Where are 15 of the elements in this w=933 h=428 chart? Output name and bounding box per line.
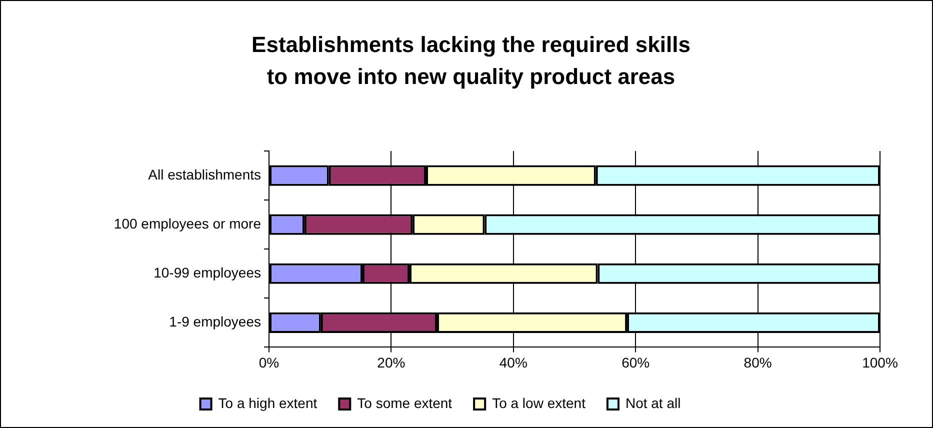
x-tick-label: 100%: [862, 354, 898, 370]
x-tick-label: 40%: [499, 354, 528, 370]
x-tick-label: 60%: [622, 354, 650, 370]
x-tick-label: 80%: [744, 354, 772, 370]
legend-label: Not at all: [625, 394, 681, 411]
legend-label: To some extent: [357, 394, 452, 411]
y-tick-label: 1-9 employees: [169, 314, 261, 330]
y-tick-label: All establishments: [148, 166, 261, 182]
legend-label: To a low extent: [492, 394, 586, 411]
y-tick-label: 10-99 employees: [154, 264, 261, 280]
y-tick-label: 100 employees or more: [114, 215, 262, 232]
x-tick-label: 0%: [258, 354, 280, 370]
x-tick-label: 20%: [377, 354, 406, 370]
legend-label: To a high extent: [218, 394, 318, 411]
chart-title: Establishments lacking the required skills to move into new quality product areas: [250, 31, 692, 91]
